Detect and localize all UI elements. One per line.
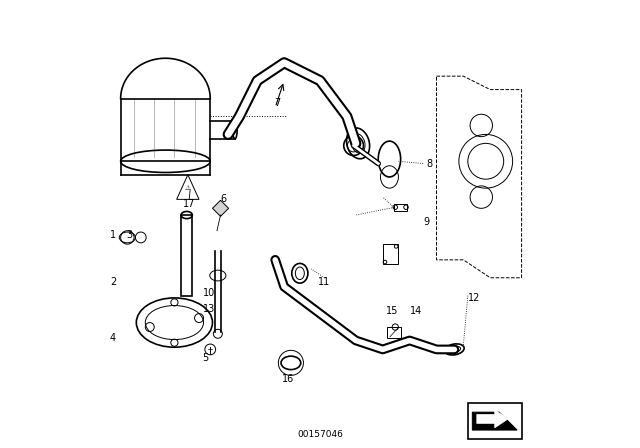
Text: 17: 17 [183,199,195,209]
Text: 12: 12 [468,293,481,303]
Polygon shape [212,200,228,216]
Text: 10: 10 [203,289,215,298]
Bar [121,99,210,161]
Bar [468,403,522,439]
Text: 4: 4 [110,333,116,343]
Text: 7: 7 [275,98,280,108]
Polygon shape [477,410,508,428]
Polygon shape [472,412,517,430]
Bar [383,244,398,264]
Bar [181,215,192,296]
Text: 15: 15 [385,306,398,316]
Text: 3: 3 [127,230,132,240]
Text: 8: 8 [427,159,433,168]
Text: 14: 14 [410,306,422,316]
Bar [394,204,408,211]
Text: ⚠: ⚠ [185,185,191,191]
Text: 11: 11 [318,277,331,287]
Text: 16: 16 [282,374,294,383]
Text: 1: 1 [110,230,116,240]
Text: 5: 5 [203,353,209,363]
Text: 6: 6 [221,194,227,204]
Text: 00157046: 00157046 [297,430,343,439]
Text: 13: 13 [203,304,215,314]
Bar [387,327,401,338]
Text: 9: 9 [424,217,429,227]
Text: 2: 2 [110,277,116,287]
